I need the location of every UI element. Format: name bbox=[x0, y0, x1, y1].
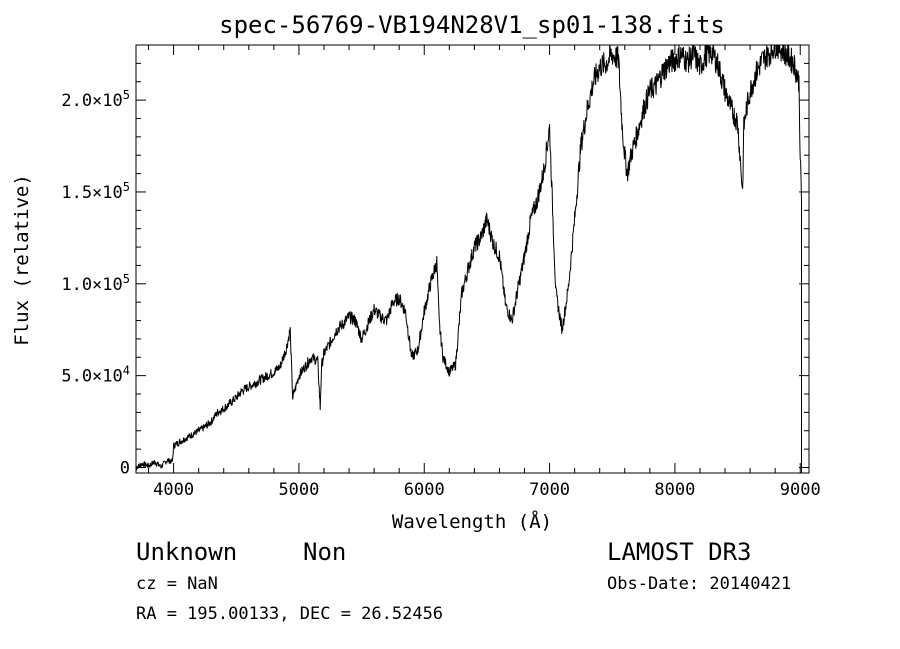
y-axis-label: Flux (relative) bbox=[11, 174, 33, 346]
x-tick-label: 5000 bbox=[278, 480, 319, 500]
y-tick-label: 5.0×104 bbox=[61, 364, 130, 387]
x-axis: 4000 5000 6000 7000 8000 9000 bbox=[148, 45, 821, 500]
survey-label: LAMOST DR3 bbox=[607, 538, 752, 566]
flux-series-line bbox=[135, 44, 802, 473]
object-subclass: Non bbox=[303, 538, 346, 566]
object-class: Unknown bbox=[136, 538, 237, 566]
x-tick-label: 8000 bbox=[654, 480, 695, 500]
x-tick-label: 9000 bbox=[780, 480, 821, 500]
y-tick-label: 1.5×105 bbox=[61, 180, 130, 203]
chart-title: spec-56769-VB194N28V1_sp01-138.fits bbox=[219, 11, 725, 39]
y-axis: 0 5.0×104 1.0×105 1.5×105 2.0×105 bbox=[61, 62, 809, 478]
redshift-label: cz = NaN bbox=[136, 574, 218, 594]
x-tick-label: 4000 bbox=[153, 480, 194, 500]
obs-date-label: Obs-Date: 20140421 bbox=[607, 574, 791, 594]
x-axis-label: Wavelength (Å) bbox=[392, 510, 552, 533]
x-tick-label: 6000 bbox=[404, 480, 445, 500]
coordinates-label: RA = 195.00133, DEC = 26.52456 bbox=[136, 604, 443, 624]
y-tick-label: 1.0×105 bbox=[61, 272, 130, 295]
plot-frame bbox=[135, 44, 810, 474]
y-tick-label: 0 bbox=[120, 458, 130, 478]
y-tick-label: 2.0×105 bbox=[61, 88, 130, 111]
x-tick-label: 7000 bbox=[529, 480, 570, 500]
